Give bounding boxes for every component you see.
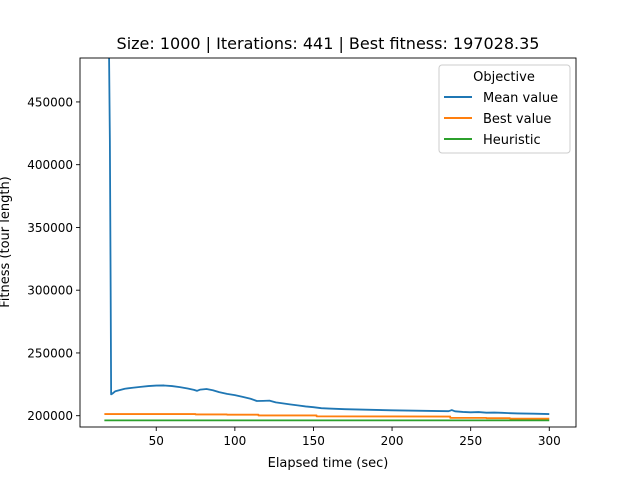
y-tick-label: 350000 xyxy=(27,221,73,235)
legend-label-best: Best value xyxy=(483,112,551,127)
x-tick-label: 50 xyxy=(149,434,164,448)
legend-label-heuristic: Heuristic xyxy=(483,133,541,148)
x-axis-ticks: 50 100 150 200 250 300 xyxy=(149,427,561,448)
legend: Objective Mean value Best value Heuristi… xyxy=(438,64,571,154)
y-axis-ticks: 200000 250000 300000 350000 400000 450000 xyxy=(27,95,80,423)
legend-box xyxy=(438,64,571,154)
chart-title: Size: 1000 | Iterations: 441 | Best fitn… xyxy=(117,34,540,53)
legend-label-mean: Mean value xyxy=(483,91,558,106)
series-line-mean-value xyxy=(108,58,550,415)
y-tick-label: 450000 xyxy=(27,95,73,109)
x-tick-label: 300 xyxy=(538,434,561,448)
x-tick-label: 100 xyxy=(223,434,246,448)
plot-frame xyxy=(79,57,577,428)
series-line-best-value xyxy=(104,413,550,420)
y-axis-label: Fitness (tour length) xyxy=(0,176,13,308)
x-tick-label: 250 xyxy=(459,434,482,448)
legend-title: Objective xyxy=(473,70,535,85)
x-axis-label: Elapsed time (sec) xyxy=(268,456,389,471)
x-tick-label: 200 xyxy=(381,434,404,448)
y-tick-label: 400000 xyxy=(27,158,73,172)
x-tick-label: 150 xyxy=(302,434,325,448)
y-tick-label: 300000 xyxy=(27,284,73,298)
series-layer xyxy=(104,58,550,422)
y-tick-label: 200000 xyxy=(27,409,73,423)
y-tick-label: 250000 xyxy=(27,346,73,360)
